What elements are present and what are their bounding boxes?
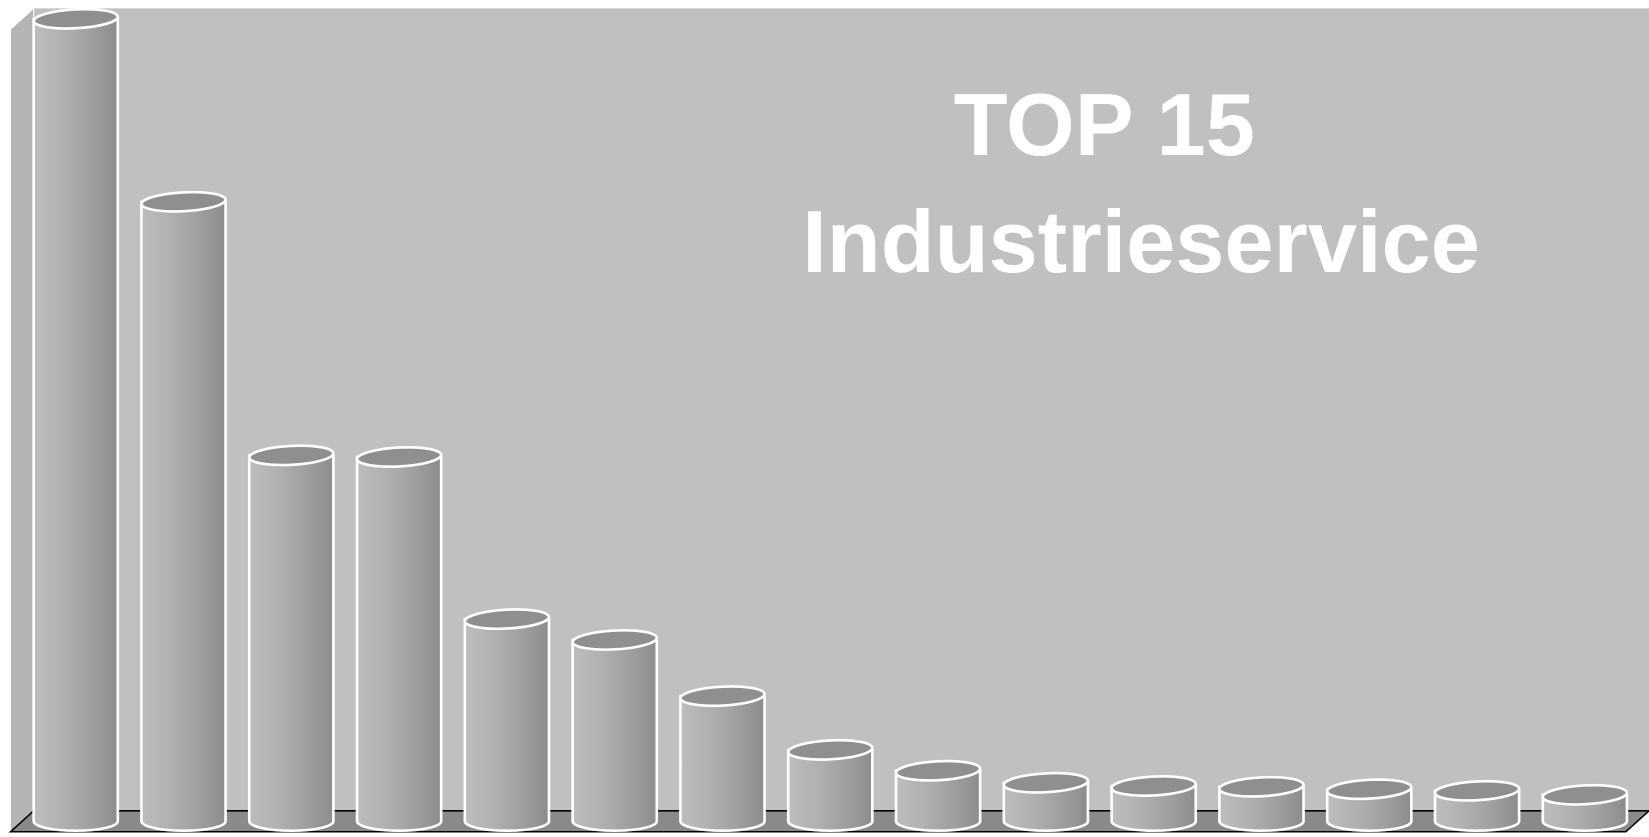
cylinder bbox=[1002, 771, 1090, 833]
cylinder-body bbox=[1110, 784, 1198, 833]
cylinder-top bbox=[140, 190, 227, 213]
cylinder-body bbox=[679, 694, 766, 833]
cylinder bbox=[1541, 783, 1629, 833]
cylinder-body bbox=[894, 769, 982, 833]
cylinder-top bbox=[463, 608, 551, 631]
cylinder-top bbox=[32, 7, 120, 30]
cylinder-body bbox=[571, 638, 659, 833]
cylinder-body bbox=[140, 200, 227, 833]
cylinder bbox=[355, 446, 443, 833]
cylinder bbox=[140, 190, 227, 833]
chart-title: TOP 15 bbox=[954, 75, 1255, 174]
cylinder-top bbox=[247, 444, 335, 467]
cylinder bbox=[786, 738, 874, 833]
cylinder bbox=[1218, 775, 1305, 833]
cylinder bbox=[679, 685, 766, 833]
cylinder bbox=[571, 628, 659, 833]
cylinder-body bbox=[32, 17, 120, 833]
cylinder-body bbox=[1002, 781, 1090, 833]
cylinder-top bbox=[1541, 783, 1629, 806]
cylinder-top bbox=[1433, 779, 1521, 802]
cylinder-body bbox=[1218, 785, 1305, 833]
cylinder-top bbox=[1002, 771, 1090, 794]
cylinder bbox=[32, 7, 120, 833]
cylinder-top bbox=[894, 759, 982, 782]
cylinder bbox=[247, 444, 335, 833]
cylinder-top bbox=[786, 738, 874, 761]
chart-title: Industrieservice bbox=[802, 192, 1480, 291]
cylinder-top bbox=[355, 446, 443, 468]
cylinder bbox=[1433, 779, 1521, 833]
side-wall bbox=[9, 7, 35, 833]
cylinder bbox=[463, 608, 551, 833]
cylinder-top bbox=[1110, 775, 1197, 797]
cylinder-top bbox=[1325, 778, 1413, 801]
cylinder-body bbox=[247, 454, 335, 833]
cylinder-top bbox=[1218, 775, 1305, 798]
cylinder-top bbox=[571, 628, 659, 651]
cylinder bbox=[1110, 775, 1198, 833]
cylinder-body bbox=[463, 617, 551, 833]
cylinder-top bbox=[679, 685, 766, 708]
cylinder bbox=[1325, 778, 1413, 833]
cylinder-body bbox=[786, 748, 874, 833]
cylinder bbox=[894, 759, 982, 833]
cylinder-body bbox=[355, 455, 443, 833]
